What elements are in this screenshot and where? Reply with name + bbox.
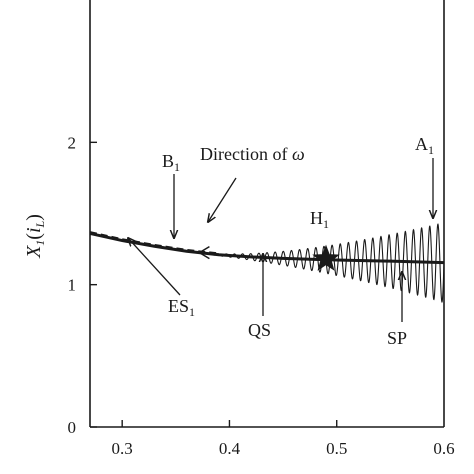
annotation-b1: B1 [162, 151, 180, 174]
annotation-es1-text: ES [168, 296, 189, 316]
annotation-a1: A1 [415, 134, 434, 157]
annotation-b1-text: B [162, 151, 174, 171]
annotation-es1: ES1 [168, 296, 195, 319]
y-label-var-sub: L [33, 220, 47, 228]
y-tick-label: 1 [68, 276, 77, 295]
annotation-direction-symbol: ω [292, 144, 305, 164]
annotation-direction: Direction of ω [200, 144, 305, 164]
y-axis: 0 1 2 [68, 0, 97, 437]
annotation-a1-text: A [415, 134, 428, 154]
series-solid [89, 231, 445, 265]
annotation-direction-text: Direction of [200, 144, 292, 164]
annotation-b1-sub: 1 [174, 160, 180, 174]
plot-area [89, 223, 445, 304]
y-label-var: i [23, 227, 45, 233]
y-label-main-sub: 1 [33, 240, 47, 246]
x-axis: 0.3 0.4 0.5 0.6 [90, 0, 455, 458]
y-label-open: ( [23, 233, 45, 240]
marker-h1-label-text: H [310, 208, 323, 228]
y-tick-label: 0 [68, 418, 77, 437]
annotation-es1-sub: 1 [189, 305, 195, 319]
annotation-es1-arrow [128, 238, 181, 296]
y-tick-label: 2 [68, 133, 77, 152]
marker-h1-star [312, 244, 340, 271]
annotation-qs: QS [248, 320, 271, 340]
annotation-direction-arrow [208, 177, 237, 222]
y-label-main: X [23, 245, 45, 259]
y-label-close: ) [23, 214, 45, 221]
annotations: Direction of ω B1 A1 ES1 QS SP H1 [128, 134, 434, 348]
annotation-a1-sub: 1 [428, 143, 434, 157]
y-axis-label: X1(iL) [23, 214, 47, 259]
x-tick-label: 0.6 [433, 439, 454, 458]
direction-arrowhead [197, 245, 210, 260]
x-tick-label: 0.5 [326, 439, 347, 458]
series-dashed [89, 231, 219, 255]
marker-h1-label-sub: 1 [323, 217, 329, 231]
annotation-sp: SP [387, 328, 407, 348]
x-tick-label: 0.3 [112, 439, 133, 458]
marker-h1-label: H1 [310, 208, 329, 231]
x-tick-label: 0.4 [219, 439, 241, 458]
